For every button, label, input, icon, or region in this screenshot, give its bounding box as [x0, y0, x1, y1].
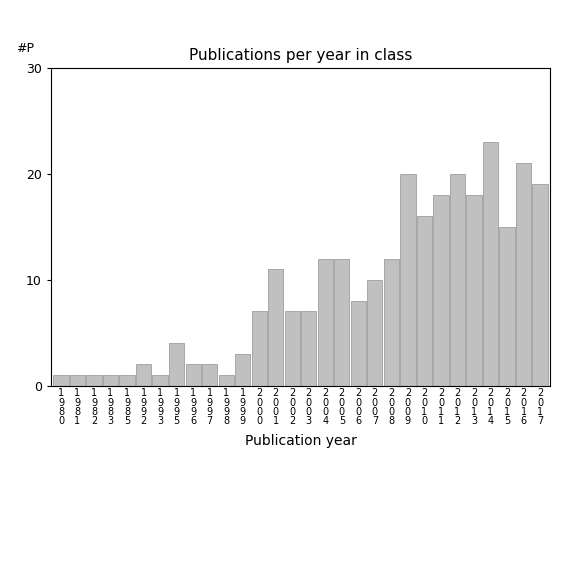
- Bar: [153, 375, 168, 386]
- Bar: [516, 163, 531, 386]
- Bar: [70, 375, 85, 386]
- Bar: [433, 195, 448, 386]
- Bar: [450, 174, 465, 386]
- Bar: [467, 195, 481, 386]
- Title: Publications per year in class: Publications per year in class: [189, 48, 412, 63]
- Bar: [202, 365, 217, 386]
- Bar: [169, 343, 184, 386]
- Bar: [367, 280, 383, 386]
- Bar: [318, 259, 333, 386]
- Bar: [483, 142, 498, 386]
- Bar: [120, 375, 134, 386]
- Bar: [384, 259, 399, 386]
- Bar: [351, 301, 366, 386]
- Bar: [334, 259, 349, 386]
- X-axis label: Publication year: Publication year: [244, 434, 357, 448]
- Bar: [235, 354, 250, 386]
- Bar: [285, 311, 300, 386]
- Bar: [417, 216, 432, 386]
- Bar: [218, 375, 234, 386]
- Bar: [185, 365, 201, 386]
- Bar: [86, 375, 101, 386]
- Bar: [301, 311, 316, 386]
- Text: #P: #P: [16, 43, 34, 56]
- Bar: [268, 269, 284, 386]
- Bar: [136, 365, 151, 386]
- Bar: [103, 375, 118, 386]
- Bar: [532, 184, 548, 386]
- Bar: [252, 311, 267, 386]
- Bar: [53, 375, 69, 386]
- Bar: [500, 227, 515, 386]
- Bar: [400, 174, 416, 386]
